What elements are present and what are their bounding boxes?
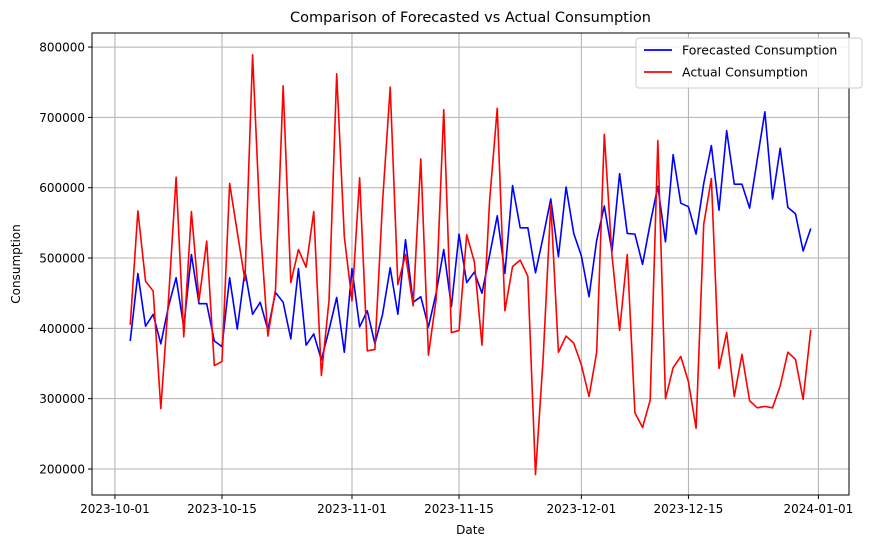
y-tick-label: 800000 (39, 41, 85, 55)
x-axis-label: Date (456, 523, 485, 537)
x-tick-label: 2023-12-15 (654, 502, 724, 516)
x-tick-label: 2023-10-01 (80, 502, 150, 516)
y-tick-label: 400000 (39, 322, 85, 336)
x-tick-label: 2023-12-01 (546, 502, 616, 516)
series-lines (129, 53, 812, 476)
y-tick-label: 200000 (39, 462, 85, 476)
x-tick-label: 2023-11-15 (424, 502, 494, 516)
y-tick-label: 600000 (39, 181, 85, 195)
x-tick-label: 2023-11-01 (317, 502, 387, 516)
y-tick-label: 500000 (39, 252, 85, 266)
y-axis: 200000 300000 400000 500000 600000 700000 8000… (39, 41, 92, 476)
x-axis: 2023-10-01 2023-10-15 2023-11-01 2023-11-15… (80, 495, 853, 516)
y-tick-label: 700000 (39, 111, 85, 125)
x-tick-label: 2024-01-01 (784, 502, 854, 516)
y-axis-label: Consumption (9, 224, 23, 303)
y-tick-label: 300000 (39, 392, 85, 406)
legend: Forecasted Consumption Actual Consumptio… (635, 37, 863, 89)
series-line-actual (129, 53, 812, 476)
legend-box (635, 37, 863, 89)
plot-area-frame (91, 32, 850, 496)
x-tick-label: 2023-10-15 (187, 502, 257, 516)
series-line-forecasted (129, 110, 812, 361)
legend-label-actual: Actual Consumption (682, 65, 808, 80)
grid-lines (92, 33, 849, 495)
legend-label-forecasted: Forecasted Consumption (682, 43, 837, 58)
chart-title: Comparison of Forecasted vs Actual Consu… (290, 10, 651, 26)
